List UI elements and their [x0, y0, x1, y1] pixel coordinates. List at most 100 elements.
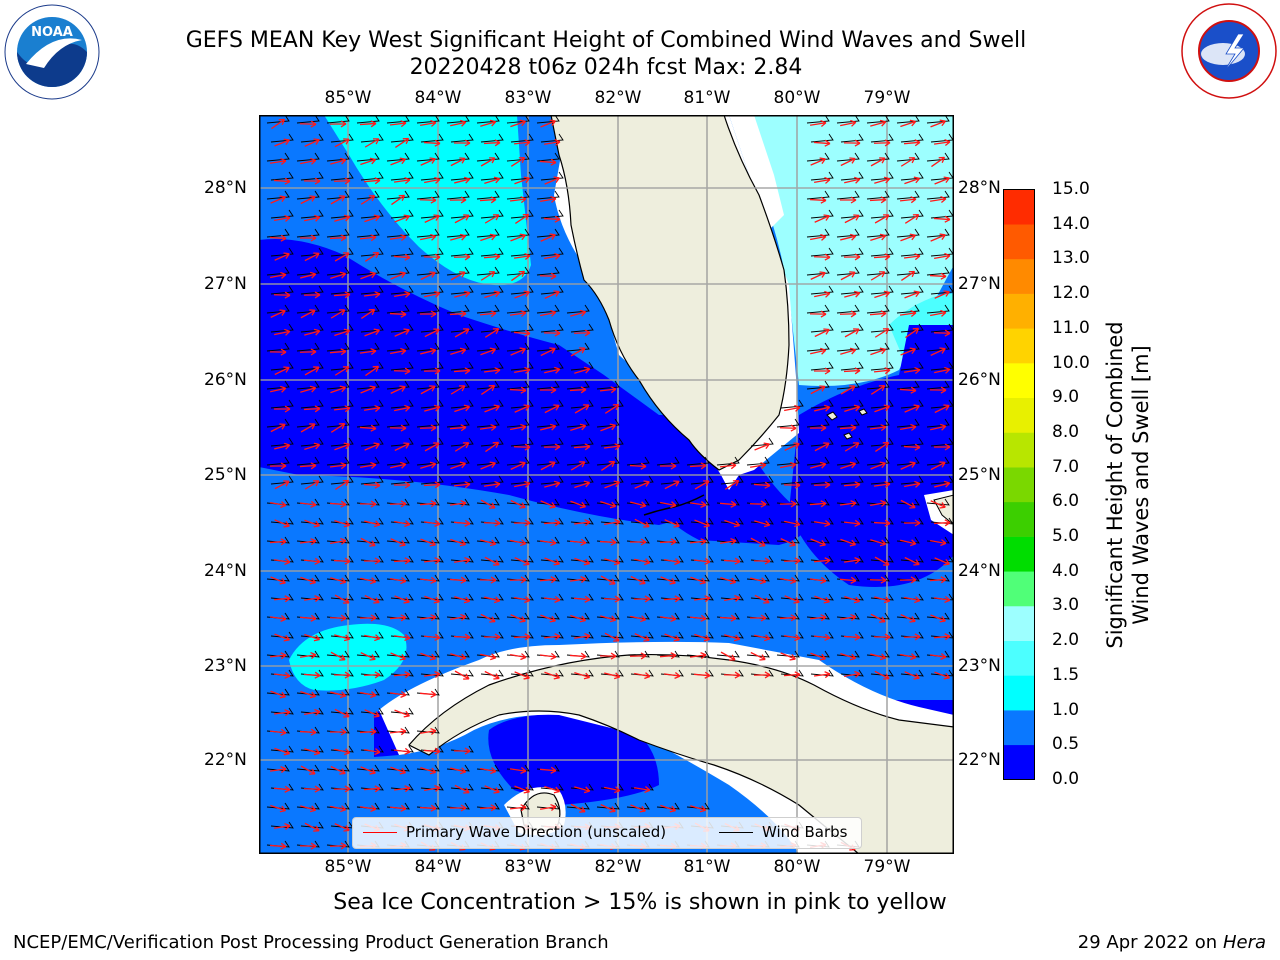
wave-direction-arrow [449, 424, 467, 432]
wind-barb [810, 669, 834, 677]
wind-barb [900, 437, 924, 447]
graticule [259, 115, 954, 854]
wave-direction-arrow [754, 634, 771, 642]
wind-barb [540, 669, 564, 677]
wave-direction-arrow [273, 595, 291, 603]
wind-barb [900, 475, 924, 485]
wave-direction-arrow [483, 519, 501, 527]
wave-direction-arrow [930, 309, 947, 317]
wave-direction-arrow [839, 310, 857, 318]
colorbar-frame [1003, 189, 1035, 780]
wave-direction-arrow [423, 633, 441, 641]
wave-direction-arrow [603, 595, 621, 603]
wave-direction-arrow [513, 253, 531, 261]
wind-barb [896, 115, 920, 124]
wind-barb [356, 380, 380, 390]
nws-logo [1181, 3, 1277, 99]
wave-direction-arrow [419, 690, 437, 698]
wave-direction-arrow [570, 803, 586, 813]
wind-barb [716, 574, 740, 582]
wave-direction-arrow [394, 328, 410, 337]
wave-direction-arrow [450, 461, 467, 470]
wind-barb [360, 285, 384, 295]
wind-barb [300, 593, 324, 601]
wind-barb [536, 266, 560, 276]
wind-barb [386, 228, 410, 238]
wave-direction-arrow [844, 328, 860, 338]
wave-direction-arrow [540, 347, 556, 357]
colorbar-segment [1003, 467, 1035, 503]
wave-direction-arrow [874, 404, 891, 413]
wind-barb [326, 228, 350, 238]
wave-direction-arrow [904, 213, 920, 224]
wave-direction-arrow [783, 481, 801, 489]
wave-direction-arrow [389, 614, 407, 622]
wave-direction-arrow [573, 595, 591, 603]
wind-barb [270, 517, 294, 525]
wind-barb [296, 115, 320, 124]
wave-direction-arrow [544, 176, 560, 185]
wave-direction-arrow [784, 595, 800, 604]
wave-direction-arrow [359, 805, 377, 813]
wave-direction-arrow [479, 576, 497, 584]
wind-barb [266, 342, 290, 352]
wind-barb [360, 437, 384, 447]
wind-barb [596, 802, 620, 810]
wind-barb [926, 380, 950, 390]
wave-direction-arrow [450, 271, 466, 281]
wave-direction-arrow [869, 310, 887, 318]
wind-barb [476, 228, 500, 238]
wave-direction-arrow [303, 557, 321, 565]
wind-barb [836, 418, 860, 428]
wave-direction-arrow [840, 271, 856, 281]
wind-barb [416, 764, 440, 772]
wind-barb [866, 418, 890, 428]
wave-direction-arrow [420, 310, 437, 318]
wave-direction-arrow [929, 272, 947, 280]
wind-barb [596, 456, 620, 466]
wave-direction-arrow [390, 271, 406, 280]
wind-barb [450, 555, 474, 563]
wave-direction-arrow [540, 309, 557, 317]
wind-barb [840, 669, 864, 677]
wave-direction-arrow [333, 405, 351, 413]
wind-barb [480, 669, 504, 677]
wave-direction-arrow [809, 614, 827, 622]
wind-barb [926, 612, 950, 620]
wave-direction-arrow [809, 119, 827, 127]
wind-barb [446, 304, 470, 314]
wind-barb [480, 247, 504, 257]
wind-barb [506, 266, 530, 276]
wave-direction-arrow [750, 577, 767, 585]
wave-direction-arrow [603, 443, 621, 451]
wave-direction-arrow [874, 176, 891, 184]
wave-direction-arrow [724, 519, 741, 528]
wind-barb [270, 361, 294, 371]
wind-barb [270, 593, 294, 601]
wind-barb [506, 498, 530, 506]
wave-direction-arrow [813, 520, 831, 528]
wave-direction-arrow [304, 633, 321, 642]
wind-barb [446, 498, 470, 506]
wave-direction-arrow [480, 613, 496, 623]
wave-direction-arrow [510, 233, 526, 242]
wave-direction-arrow [333, 671, 351, 679]
wind-barb [866, 456, 890, 466]
wind-barb [450, 209, 474, 219]
wave-direction-arrow [813, 557, 831, 565]
wind-barb [506, 342, 530, 352]
colorbar-tick-label: 2.0 [1052, 630, 1080, 651]
wind-barb [630, 475, 654, 485]
wind-barb [900, 133, 924, 143]
wave-direction-arrow [904, 404, 920, 413]
wave-direction-arrow [330, 728, 347, 736]
wave-direction-arrow [544, 366, 561, 374]
wind-barb [896, 304, 920, 314]
wave-direction-arrow [419, 614, 437, 622]
wave-direction-arrow [420, 652, 437, 661]
wave-direction-arrow [359, 728, 377, 736]
wind-barb [810, 247, 834, 257]
wind-barb [330, 323, 354, 333]
wave-direction-arrow [870, 271, 886, 281]
wave-direction-arrow [934, 290, 950, 299]
